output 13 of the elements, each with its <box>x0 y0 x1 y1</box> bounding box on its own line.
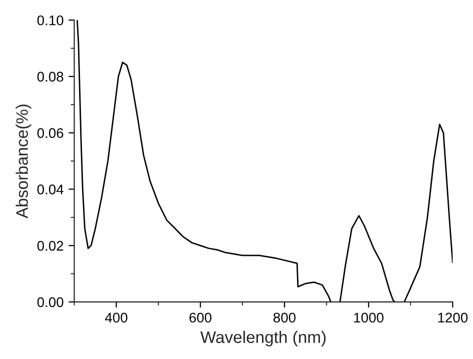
x-tick-label: 1200 <box>438 312 468 323</box>
y-tick-label: 0.06 <box>37 128 64 138</box>
x-tick-label: 400 <box>105 312 128 323</box>
y-tick-label: 0.10 <box>37 15 64 26</box>
y-axis-title: Absorbance(%) <box>16 104 32 218</box>
x-tick-label: 600 <box>190 312 212 323</box>
y-tick-label: 0.00 <box>37 297 64 308</box>
x-tick-label: 800 <box>274 312 296 323</box>
x-axis-title: Wavelength (nm) <box>200 330 326 346</box>
y-tick-label: 0.04 <box>37 184 64 194</box>
y-tick-label: 0.02 <box>37 240 64 251</box>
y-tick-label: 0.08 <box>37 72 64 82</box>
x-tick-label: 1000 <box>354 312 384 323</box>
